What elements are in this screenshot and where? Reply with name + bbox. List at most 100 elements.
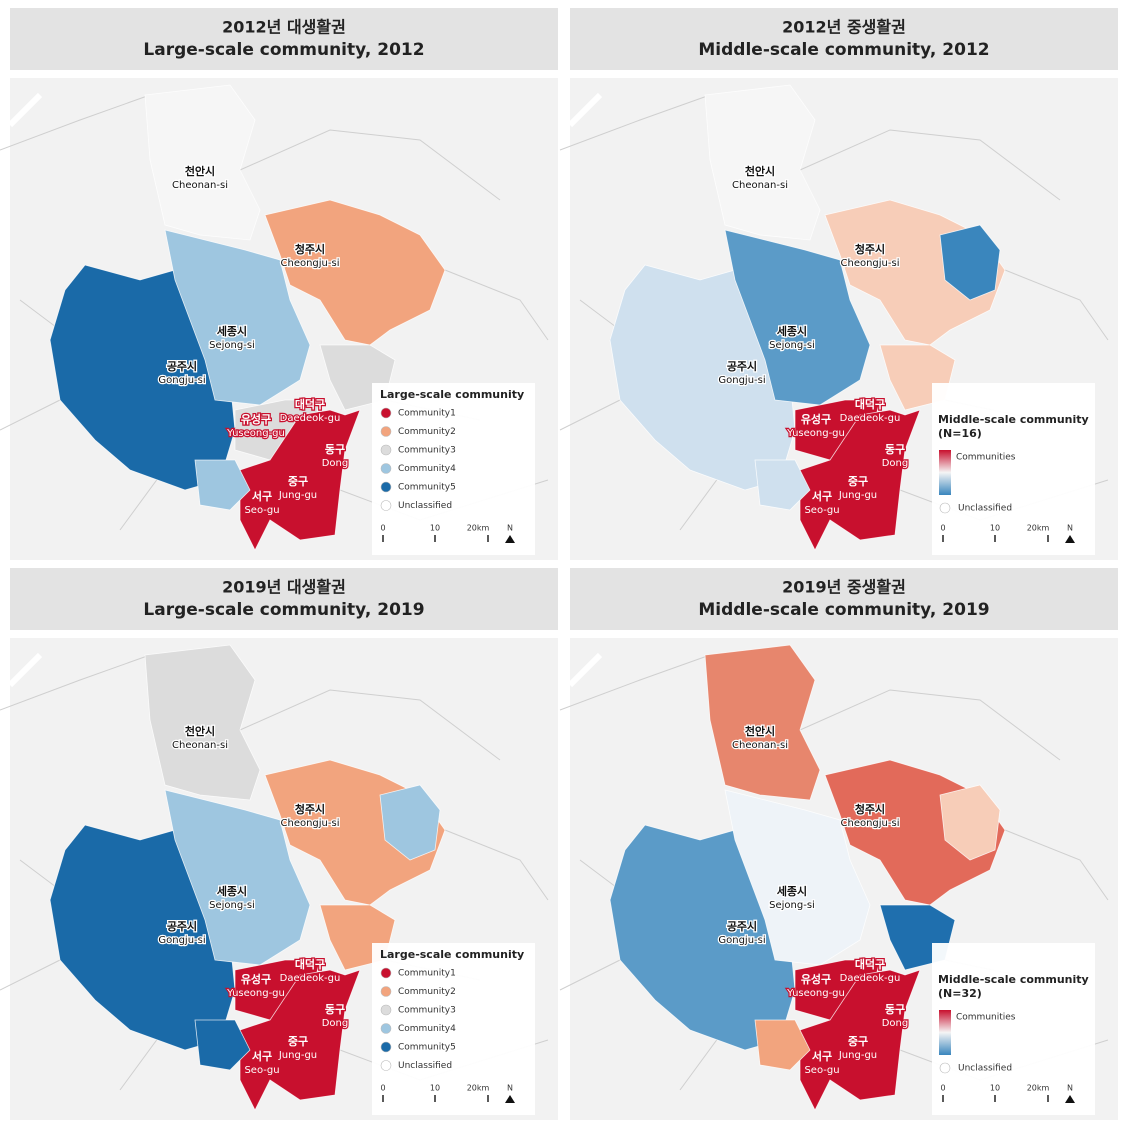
- place-label-ko: 세종시: [777, 324, 807, 338]
- region: [754, 1019, 811, 1071]
- boundary-line: [559, 959, 621, 991]
- place-label-ko: 공주시: [167, 920, 197, 933]
- place-label-ko: 중구: [288, 1035, 308, 1048]
- legend-label: Community5: [398, 483, 456, 493]
- scale-label: 20km: [1027, 1084, 1050, 1093]
- legend-label: Community4: [398, 1024, 456, 1034]
- place-label-ko: 천안시: [745, 164, 775, 178]
- panel: 2012년 대생활권 Large-scale community, 2012 천안시…: [0, 8, 558, 560]
- place-label-ko: 공주시: [727, 360, 757, 373]
- panel-title-ko: 2012년 중생활권: [782, 18, 906, 37]
- boundary-line: [444, 829, 549, 901]
- place-label-ko: 대덕구: [295, 957, 325, 971]
- place-label-ko: 서구: [812, 489, 832, 503]
- coastline: [567, 92, 603, 128]
- place-label-ko: 천안시: [185, 724, 215, 738]
- legend-swatch: [380, 444, 392, 456]
- boundary-line: [799, 129, 1061, 201]
- place-label-en: Yuseong-gu: [786, 428, 845, 439]
- region: [704, 644, 821, 801]
- legend-swatch: [380, 426, 392, 437]
- place-label-ko: 대덕구: [855, 397, 885, 411]
- legend-label: Community1: [398, 409, 456, 419]
- place-label-ko: 청주시: [295, 802, 325, 816]
- place-label-en: Cheongju-si: [281, 818, 340, 829]
- region: [264, 199, 446, 346]
- place-label-en: Seo-gu: [244, 505, 279, 516]
- place-label-en: Jung-gu: [278, 1050, 317, 1061]
- place-label-en: Gongju-si: [718, 375, 765, 386]
- place-label-ko: 서구: [252, 489, 272, 503]
- boundary-line: [559, 654, 711, 711]
- region: [194, 459, 251, 511]
- panel: 2019년 대생활권 Large-scale community, 2019 천안시…: [0, 568, 558, 1120]
- legend-swatch: [380, 463, 392, 474]
- region: [939, 224, 1001, 301]
- legend-gradient: [939, 1010, 951, 1055]
- scale-label: 0: [940, 524, 945, 533]
- place-label-ko: 서구: [812, 1049, 832, 1063]
- legend-swatch: [380, 1060, 392, 1071]
- legend-swatch: [380, 481, 392, 493]
- boundary-line: [799, 689, 1061, 761]
- legend-box: [932, 383, 1095, 555]
- place-label-ko: 중구: [848, 1035, 868, 1048]
- legend-swatch: [380, 1041, 392, 1053]
- place-label-ko: 유성구: [241, 972, 271, 986]
- panel-title-ko: 2012년 대생활권: [222, 18, 346, 37]
- place-label-en: Daedeok-gu: [280, 973, 341, 984]
- place-label-en: Cheonan-si: [732, 740, 788, 751]
- boundary-line: [1004, 269, 1109, 341]
- panel-title-ko: 2019년 대생활권: [222, 578, 346, 597]
- place-label-ko: 동구: [325, 1003, 345, 1016]
- place-label-ko: 유성구: [801, 972, 831, 986]
- region: [164, 229, 311, 406]
- place-label-en: Daedeok-gu: [840, 973, 901, 984]
- place-label-en: Seo-gu: [804, 505, 839, 516]
- north-arrow: [1065, 1095, 1075, 1103]
- place-label-en: Yuseong-gu: [786, 988, 845, 999]
- place-label-ko: 유성구: [801, 412, 831, 426]
- place-label-en: Dong: [882, 458, 909, 469]
- place-label-ko: 공주시: [727, 920, 757, 933]
- region: [754, 459, 811, 511]
- place-label-en: Seo-gu: [804, 1065, 839, 1076]
- scale-label: 10: [990, 1084, 1000, 1093]
- place-label-ko: 대덕구: [295, 397, 325, 411]
- place-label-en: Jung-gu: [838, 1050, 877, 1061]
- place-label-en: Cheonan-si: [172, 180, 228, 191]
- legend-label: Unclassified: [398, 501, 452, 511]
- panel-title-en: Large-scale community, 2019: [143, 600, 424, 620]
- scale-label: 0: [380, 524, 385, 533]
- scale-label: 10: [430, 1084, 440, 1093]
- place-label-ko: 세종시: [217, 324, 247, 338]
- panel: 2019년 중생활권 Middle-scale community, 2019 천안…: [559, 568, 1118, 1120]
- coastline: [7, 652, 43, 688]
- region: [939, 784, 1001, 861]
- panel: 2012년 중생활권 Middle-scale community, 2012 천안…: [559, 8, 1118, 560]
- boundary-line: [0, 654, 151, 711]
- legend-swatch: [939, 502, 951, 514]
- place-label-ko: 서구: [252, 1049, 272, 1063]
- legend-label: Community3: [398, 446, 456, 456]
- legend-label: Community1: [398, 969, 456, 979]
- place-label-en: Cheongju-si: [841, 258, 900, 269]
- legend-title: Middle-scale community: [938, 973, 1089, 986]
- north-arrow: [505, 535, 515, 543]
- region: [239, 409, 361, 551]
- north-label: N: [507, 524, 513, 533]
- north-arrow: [1065, 535, 1075, 543]
- legend-label: Community2: [398, 427, 456, 437]
- place-label-en: Cheongju-si: [281, 258, 340, 269]
- place-label-ko: 청주시: [295, 242, 325, 256]
- scale-label: 0: [380, 1084, 385, 1093]
- boundary-line: [0, 94, 151, 151]
- boundary-line: [0, 399, 61, 431]
- place-label-ko: 대덕구: [855, 957, 885, 971]
- place-label-en: Gongju-si: [158, 935, 205, 946]
- place-label-en: Cheongju-si: [841, 818, 900, 829]
- place-label-en: Dong: [882, 1018, 909, 1029]
- panel-header: [10, 568, 558, 630]
- legend-swatch: [380, 1023, 392, 1034]
- scale-label: 20km: [1027, 524, 1050, 533]
